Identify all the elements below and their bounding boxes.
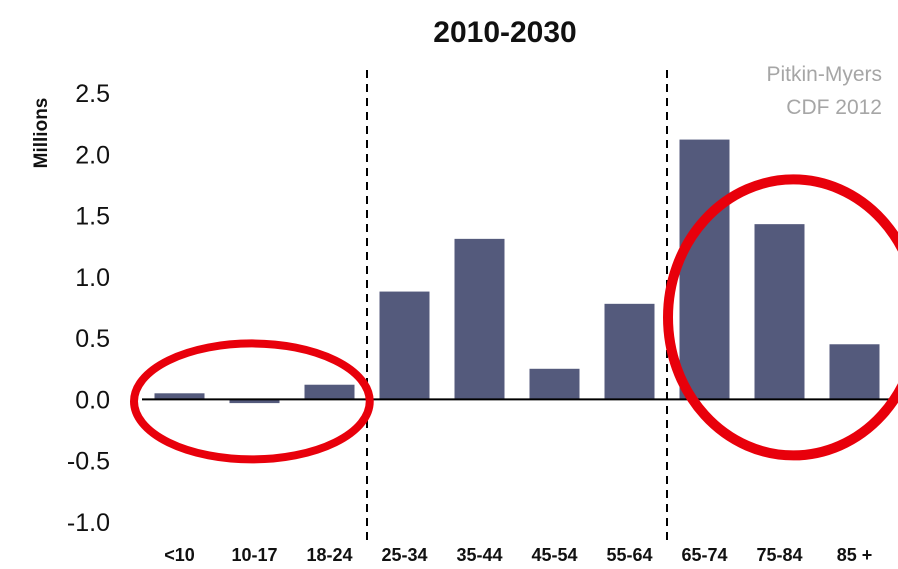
y-axis-label: Millions	[31, 98, 52, 169]
x-tick-label: 45-54	[531, 545, 577, 565]
bar-3	[379, 291, 430, 400]
x-tick-label: 75-84	[756, 545, 802, 565]
bar-7	[679, 139, 730, 400]
y-tick-label: -1.0	[67, 509, 110, 537]
bar-1	[229, 399, 280, 404]
bar-2	[304, 384, 355, 400]
highlight-circle-0	[130, 339, 374, 464]
y-tick-label: 0.5	[75, 325, 110, 353]
y-tick-label: 2.5	[75, 80, 110, 108]
x-tick-label: <10	[164, 545, 195, 565]
y-tick-label: 2.0	[75, 141, 110, 169]
y-tick-label: 1.5	[75, 203, 110, 231]
highlight-circles	[130, 174, 898, 464]
x-tick-labels: <10 10-17 18-24 25-34 35-44 45-54 55-64 65-74 75…	[164, 545, 872, 565]
y-tick-label: 0.0	[75, 386, 110, 414]
bar-4	[454, 238, 505, 400]
bar-8	[754, 224, 805, 400]
source-note-line2: CDF 2012	[786, 96, 882, 119]
y-tick-labels: 2.5 2.0 1.5 1.0 0.5 0.0 -0.5 -1.0	[67, 80, 110, 537]
y-tick-label: -0.5	[67, 448, 110, 476]
x-tick-label: 55-64	[606, 545, 652, 565]
x-tick-label: 35-44	[456, 545, 502, 565]
source-note-line1: Pitkin-Myers	[766, 63, 882, 86]
x-tick-label: 65-74	[681, 545, 727, 565]
x-tick-label: 10-17	[231, 545, 277, 565]
chart-title: 2010-2030	[433, 16, 576, 49]
bar-9	[829, 344, 880, 400]
bar-5	[529, 368, 580, 400]
x-tick-label: 25-34	[381, 545, 427, 565]
bars	[154, 139, 880, 404]
y-tick-label: 1.0	[75, 264, 110, 292]
x-tick-label: 18-24	[306, 545, 352, 565]
x-tick-label: 85 +	[837, 545, 873, 565]
bar-6	[604, 303, 655, 400]
highlight-circle-1	[663, 174, 898, 461]
bar-0	[154, 393, 205, 400]
